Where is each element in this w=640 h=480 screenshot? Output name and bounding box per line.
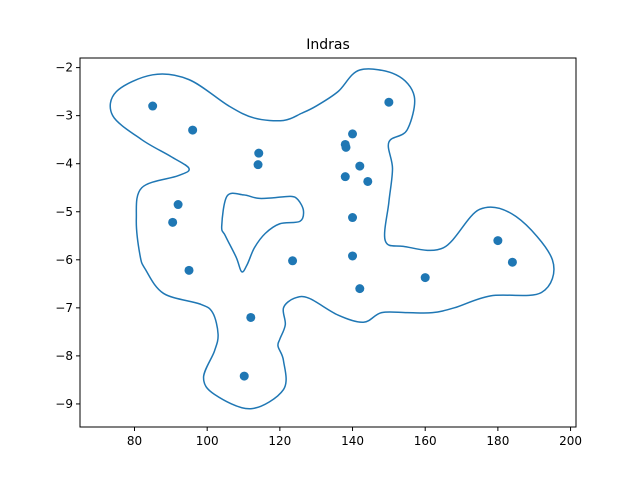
y-tick-label: −8 [55, 349, 73, 363]
scatter-point [246, 313, 255, 322]
x-tick-label: 180 [486, 434, 509, 448]
scatter-point [348, 129, 357, 138]
scatter-point [240, 372, 249, 381]
scatter-point [168, 218, 177, 227]
x-tick-label: 200 [559, 434, 582, 448]
x-tick-label: 100 [196, 434, 219, 448]
chart-title: Indras [306, 37, 350, 53]
scatter-point [288, 256, 297, 265]
y-tick-label: −3 [55, 109, 73, 123]
scatter-point [363, 177, 372, 186]
x-tick-label: 140 [341, 434, 364, 448]
scatter-point [384, 98, 393, 107]
scatter-point [508, 258, 517, 267]
y-tick-label: −5 [55, 205, 73, 219]
scatter-point [341, 172, 350, 181]
x-tick-label: 80 [127, 434, 142, 448]
scatter-point [355, 284, 364, 293]
scatter-point [254, 160, 263, 169]
scatter-point [188, 126, 197, 135]
scatter-point [148, 102, 157, 111]
x-tick-label: 120 [268, 434, 291, 448]
y-tick-label: −2 [55, 61, 73, 75]
scatter-point [493, 236, 502, 245]
x-tick-label: 160 [414, 434, 437, 448]
scatter-point [254, 149, 263, 158]
scatter-point [174, 200, 183, 209]
y-tick-label: −9 [55, 397, 73, 411]
y-tick-label: −6 [55, 253, 73, 267]
scatter-point [355, 162, 364, 171]
scatter-point [185, 266, 194, 275]
scatter-point [421, 273, 430, 282]
scatter-point [341, 143, 350, 152]
y-tick-label: −7 [55, 301, 73, 315]
scatter-point [348, 213, 357, 222]
y-tick-label: −4 [55, 157, 73, 171]
scatter-point [348, 251, 357, 260]
